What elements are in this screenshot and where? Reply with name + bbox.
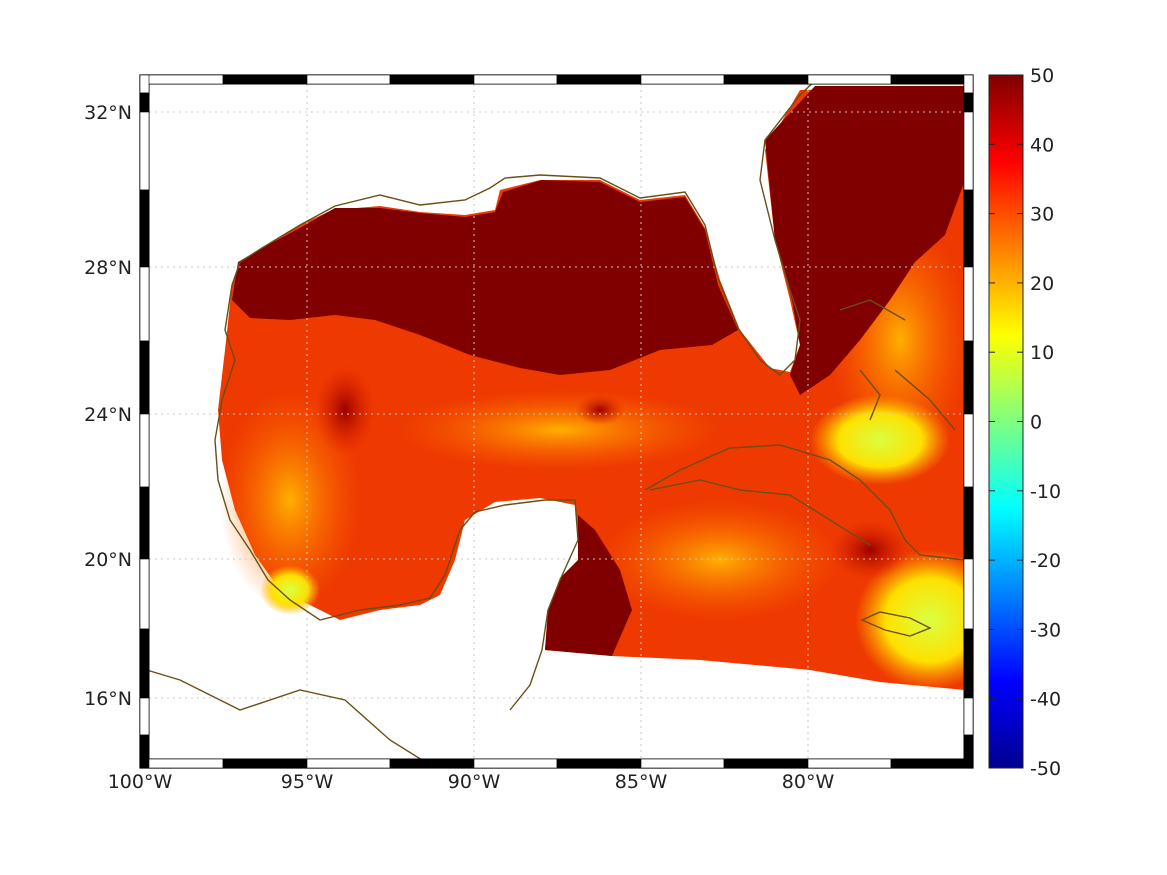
frame-bottom-seg-2 xyxy=(306,758,391,769)
frame-left-seg-1 xyxy=(139,92,150,113)
saturated-western-caribbean xyxy=(545,515,632,656)
colorbar-label-5: 0 xyxy=(1030,412,1042,434)
frame-right-seg-9 xyxy=(963,628,974,699)
frame-left-seg-7 xyxy=(139,486,150,560)
frame-bottom-seg-9 xyxy=(890,758,974,769)
lat-label-16n: 16°N xyxy=(84,688,132,710)
frame-left-seg-0 xyxy=(139,74,150,94)
frame-bottom-seg-0 xyxy=(139,758,224,769)
frame-top-seg-9 xyxy=(890,74,974,85)
frame-top-seg-8 xyxy=(807,74,892,85)
frame-bottom-seg-1 xyxy=(222,758,308,769)
longitude-labels: 100°W 95°W 90°W 85°W 80°W xyxy=(108,771,835,793)
coastline-jamaica xyxy=(860,611,932,637)
lon-label-80w: 80°W xyxy=(782,771,835,793)
lon-label-90w: 90°W xyxy=(448,771,501,793)
lat-label-24n: 24°N xyxy=(84,404,132,426)
coastline-mexico-us xyxy=(214,284,579,711)
frame-top-seg-4 xyxy=(473,74,558,85)
frame-right-seg-6 xyxy=(963,413,974,488)
frame-top-seg-6 xyxy=(640,74,725,85)
warm-band-south xyxy=(600,500,840,620)
yellow-zone-caribbean xyxy=(855,550,966,690)
frame-bottom-seg-6 xyxy=(640,758,725,769)
frame-top-seg-0 xyxy=(139,74,224,85)
dark-pocket-3 xyxy=(575,395,625,425)
frame-left-seg-6 xyxy=(139,413,150,488)
dark-pocket-1 xyxy=(315,365,375,455)
frame-right-seg-11 xyxy=(963,734,974,769)
frame-bottom-seg-4 xyxy=(473,758,558,769)
frame-top-seg-5 xyxy=(556,74,642,85)
coastline-gulf xyxy=(139,667,431,766)
colorbar-label-6: -10 xyxy=(1030,481,1061,503)
frame-left-seg-3 xyxy=(139,189,150,268)
lon-label-95w: 95°W xyxy=(281,771,334,793)
frame-top-seg-7 xyxy=(723,74,809,85)
frame-right-seg-2 xyxy=(963,111,974,191)
lat-label-20n: 20°N xyxy=(84,549,132,571)
graticule xyxy=(149,84,964,759)
lat-label-28n: 28°N xyxy=(84,257,132,279)
colorbar-label-8: -30 xyxy=(1030,619,1061,641)
colorbar-label-10: -50 xyxy=(1030,758,1061,780)
colorbar-label-4: 10 xyxy=(1030,342,1054,364)
map-frame xyxy=(139,74,974,769)
frame-left-seg-5 xyxy=(139,340,150,415)
frame-bottom-seg-5 xyxy=(556,758,642,769)
frame-left-seg-9 xyxy=(139,628,150,699)
coastline-us-gulf xyxy=(231,75,821,376)
frame-right-seg-8 xyxy=(963,558,974,630)
colorbar-label-2: 30 xyxy=(1030,204,1054,226)
frame-left-seg-2 xyxy=(139,111,150,191)
latitude-labels: 32°N 28°N 24°N 20°N 16°N xyxy=(84,102,132,710)
frame-bottom-seg-7 xyxy=(723,758,809,769)
lon-label-85w: 85°W xyxy=(615,771,668,793)
frame-right-seg-0 xyxy=(963,74,974,94)
frame-right-seg-3 xyxy=(963,189,974,268)
frame-right-seg-4 xyxy=(963,266,974,342)
frame-right-seg-10 xyxy=(963,697,974,736)
frame-bottom-seg-3 xyxy=(389,758,475,769)
coastline-bahamas xyxy=(839,299,956,431)
colorbar-label-3: 20 xyxy=(1030,273,1054,295)
frame-top-seg-2 xyxy=(306,74,391,85)
frame-left-seg-11 xyxy=(139,734,150,769)
frame-left-seg-4 xyxy=(139,266,150,342)
colorbar-label-0: 50 xyxy=(1030,65,1054,87)
colorbar-label-9: -40 xyxy=(1030,689,1061,711)
yellow-zone-gulf xyxy=(260,565,320,615)
saturated-northern-gulf xyxy=(232,180,738,375)
coastline xyxy=(139,75,966,766)
frame-right-seg-1 xyxy=(963,92,974,113)
frame-left-seg-8 xyxy=(139,558,150,630)
frame-right-seg-5 xyxy=(963,340,974,415)
colorbar-label-1: 40 xyxy=(1030,134,1054,156)
saturated-atlantic xyxy=(765,86,965,395)
warm-band-central xyxy=(400,390,720,470)
colorbar-ticks: 50 40 30 20 10 0 -10 -20 -30 -40 -50 xyxy=(989,65,1061,780)
frame-top-seg-1 xyxy=(222,74,308,85)
dark-pocket-2 xyxy=(830,520,910,580)
frame-bottom-seg-8 xyxy=(807,758,892,769)
frame-right-seg-7 xyxy=(963,486,974,560)
yellow-zone-bahamas xyxy=(810,395,950,485)
frame-top-seg-3 xyxy=(389,74,475,85)
colorbar-label-7: -20 xyxy=(1030,550,1061,572)
frame-left-seg-10 xyxy=(139,697,150,736)
warm-band-west xyxy=(220,390,360,610)
lat-label-32n: 32°N xyxy=(84,102,132,124)
coastline-cuba xyxy=(644,444,966,561)
sea-surface-field xyxy=(218,86,966,690)
lon-label-100w: 100°W xyxy=(108,771,173,793)
